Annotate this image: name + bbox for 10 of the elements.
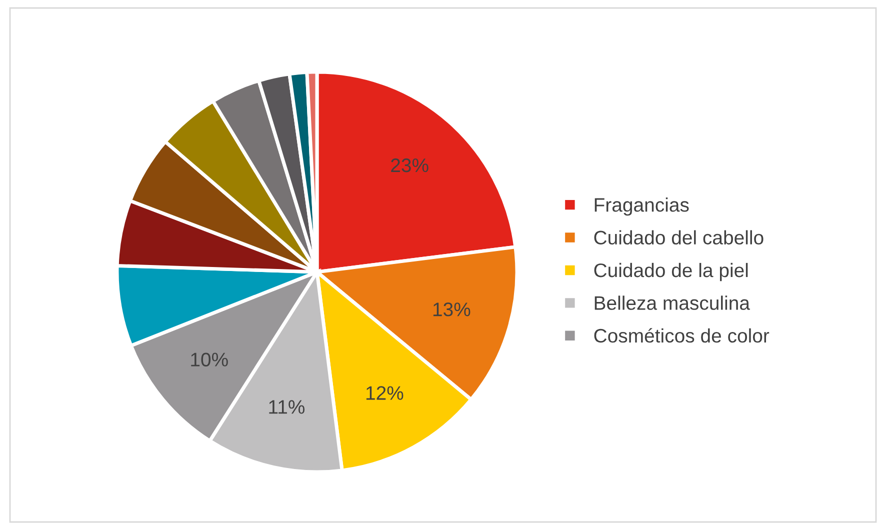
data-label: 11%: [269, 400, 305, 414]
legend-label: Cuidado del cabello: [594, 230, 764, 245]
legend-label: Fragancias: [594, 198, 689, 216]
legend-label: Belleza masculina: [594, 296, 750, 310]
legend-label: Cosméticos de color: [594, 328, 770, 343]
data-label: 23%: [391, 158, 428, 172]
data-label: 13%: [433, 302, 470, 316]
legend-label: Cuidado de la piel: [594, 262, 748, 282]
data-label: 12%: [366, 386, 404, 400]
data-label: 10%: [191, 352, 228, 366]
